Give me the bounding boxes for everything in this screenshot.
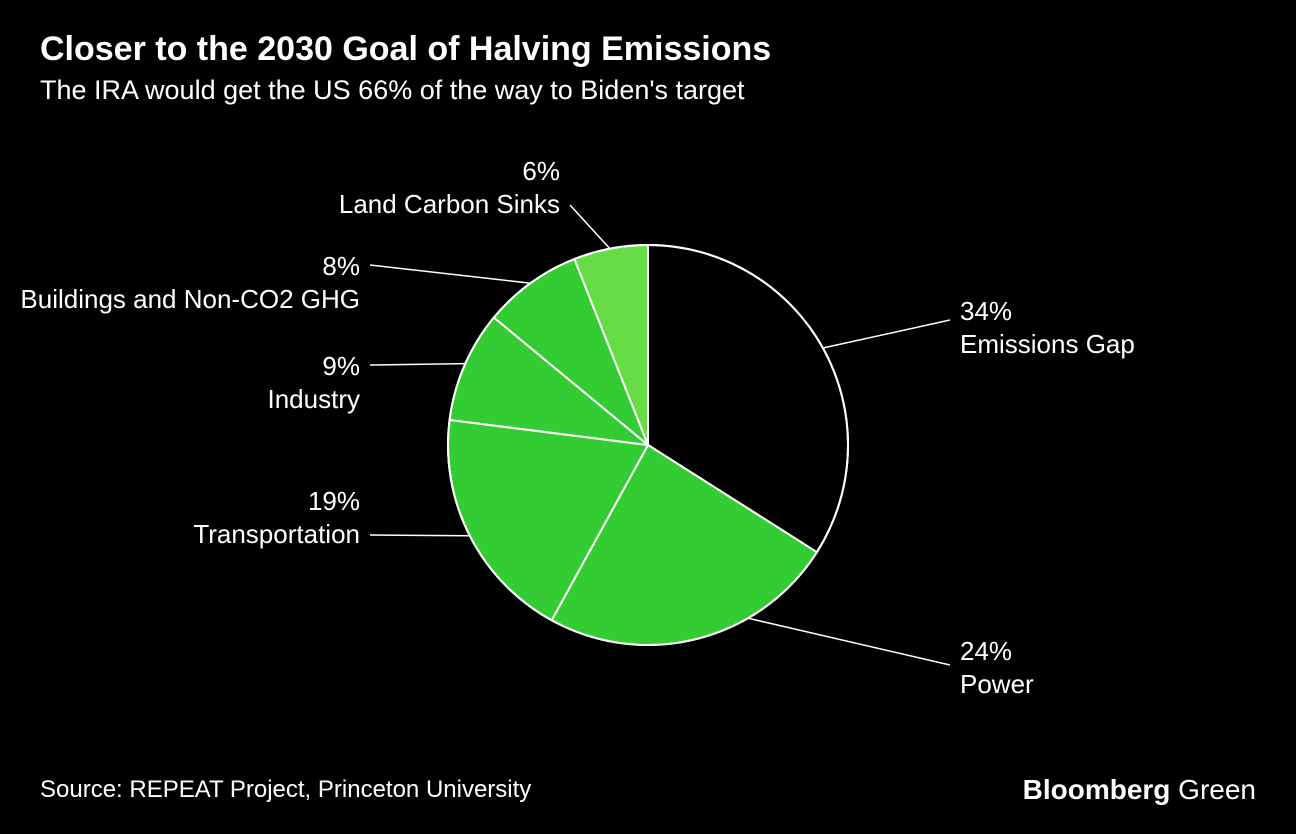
brand-part1: Bloomberg	[1023, 774, 1171, 805]
pie-svg	[0, 155, 1296, 715]
slice-percent: 8%	[20, 250, 360, 283]
brand-label: Bloomberg Green	[1023, 774, 1256, 806]
slice-percent: 19%	[193, 485, 360, 518]
slice-label: 9%Industry	[268, 350, 361, 415]
chart-title: Closer to the 2030 Goal of Halving Emiss…	[40, 30, 1256, 69]
leader-line	[570, 205, 610, 249]
slice-label: 8%Buildings and Non-CO2 GHG	[20, 250, 360, 315]
slice-name: Emissions Gap	[960, 328, 1135, 361]
slice-name: Industry	[268, 383, 361, 416]
slice-percent: 6%	[339, 155, 560, 188]
slice-label: 34%Emissions Gap	[960, 295, 1135, 360]
leader-line	[370, 364, 465, 365]
slice-percent: 9%	[268, 350, 361, 383]
slice-name: Buildings and Non-CO2 GHG	[20, 283, 360, 316]
slice-percent: 24%	[960, 635, 1034, 668]
slice-label: 19%Transportation	[193, 485, 360, 550]
leader-line	[748, 618, 950, 665]
leader-line	[370, 265, 530, 283]
slice-name: Power	[960, 668, 1034, 701]
source-text: Source: REPEAT Project, Princeton Univer…	[40, 776, 531, 804]
slice-percent: 34%	[960, 295, 1135, 328]
leader-line	[823, 320, 950, 348]
slice-label: 24%Power	[960, 635, 1034, 700]
slice-name: Transportation	[193, 518, 360, 551]
brand-part2: Green	[1170, 774, 1256, 805]
chart-subtitle: The IRA would get the US 66% of the way …	[40, 75, 1256, 106]
slice-name: Land Carbon Sinks	[339, 188, 560, 221]
slice-label: 6%Land Carbon Sinks	[339, 155, 560, 220]
leader-line	[370, 535, 470, 536]
pie-chart: 34%Emissions Gap 24%Power 19%Transportatio…	[0, 155, 1296, 715]
